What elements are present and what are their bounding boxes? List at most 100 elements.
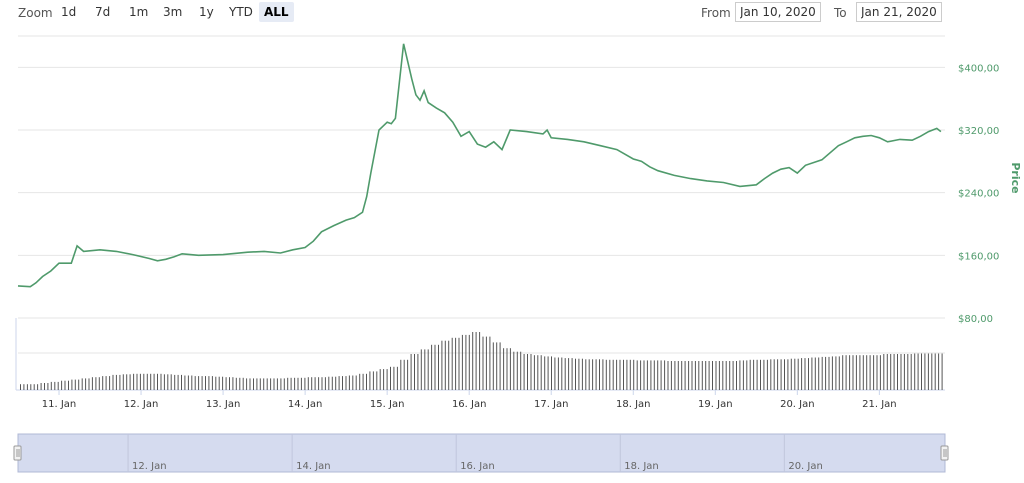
volume-bar	[842, 355, 844, 390]
volume-bar	[742, 360, 744, 390]
volume-bar	[523, 354, 525, 390]
zoom-all-button[interactable]: ALL	[259, 2, 294, 22]
zoom-7d-button[interactable]: 7d	[95, 5, 111, 19]
volume-bar	[461, 334, 463, 390]
volume-bar	[770, 359, 772, 390]
navigator-tick-label: 20. Jan	[788, 461, 823, 472]
volume-bar	[626, 359, 628, 390]
volume-bar	[886, 354, 888, 390]
range-selector-toolbar: Zoom 1d 7d 1m 3m 1y YTD ALL From To	[0, 0, 1024, 26]
volume-bar	[780, 359, 782, 390]
volume-bar	[797, 358, 799, 390]
volume-bar	[547, 356, 549, 390]
volume-bar	[335, 376, 337, 390]
y-axis-label: Price	[1009, 162, 1022, 193]
volume-bar	[503, 348, 505, 390]
volume-bar	[50, 381, 52, 390]
volume-bar	[139, 373, 141, 390]
volume-bar	[246, 378, 248, 390]
volume-bar	[276, 378, 278, 390]
zoom-1y-button[interactable]: 1y	[199, 5, 214, 19]
volume-bar	[420, 349, 422, 390]
volume-bar	[602, 359, 604, 390]
volume-bar	[664, 360, 666, 390]
volume-bar	[324, 377, 326, 390]
volume-bar	[879, 355, 881, 390]
volume-bar	[509, 348, 511, 390]
x-tick-label: 21. Jan	[862, 399, 897, 410]
navigator-tick-label: 12. Jan	[132, 461, 167, 472]
volume-bar	[506, 348, 508, 390]
volume-bar	[485, 336, 487, 390]
volume-bar	[109, 376, 111, 390]
zoom-3m-button[interactable]: 3m	[163, 5, 183, 19]
volume-bar	[194, 376, 196, 390]
volume-bar	[61, 380, 63, 390]
volume-bar	[571, 358, 573, 390]
zoom-1m-button[interactable]: 1m	[129, 5, 149, 19]
volume-bar	[650, 360, 652, 390]
volume-bar	[400, 359, 402, 390]
volume-bar	[184, 375, 186, 390]
volume-bar	[684, 361, 686, 390]
volume-bar	[818, 357, 820, 390]
volume-bar	[592, 359, 594, 390]
to-date-input[interactable]	[856, 2, 942, 22]
x-axis-ticks: 11. Jan 12. Jan 13. Jan 14. Jan 15. Jan 16. J…	[42, 390, 897, 410]
volume-bar	[348, 375, 350, 390]
navigator[interactable]: 12. Jan 14. Jan 16. Jan 18. Jan 20. Jan	[13, 433, 949, 473]
volume-bar	[852, 355, 854, 390]
volume-bar	[609, 359, 611, 390]
volume-bar	[273, 378, 275, 390]
volume-bar	[338, 376, 340, 390]
volume-bar	[808, 358, 809, 390]
volume-bar	[431, 344, 433, 390]
volume-bar	[561, 357, 563, 390]
volume-bar	[167, 374, 169, 390]
volume-bar	[40, 383, 42, 390]
volume-bar	[907, 354, 909, 390]
x-tick-label: 17. Jan	[534, 399, 569, 410]
volume-bar	[544, 356, 546, 390]
volume-bar	[831, 356, 833, 390]
volume-bar	[259, 378, 261, 390]
zoom-1d-button[interactable]: 1d	[61, 5, 77, 19]
volume-bar	[438, 344, 439, 390]
volume-bar	[821, 356, 823, 390]
volume-bar	[465, 334, 467, 390]
volume-bar	[893, 354, 895, 390]
volume-bar	[205, 376, 206, 390]
volume-bar	[81, 378, 83, 390]
volume-bar	[492, 342, 494, 390]
volume-bar	[845, 355, 847, 390]
volume-bar	[931, 353, 933, 390]
volume-bar	[359, 373, 361, 390]
volume-bar	[804, 358, 806, 390]
volume-bar	[698, 361, 700, 390]
from-date-input[interactable]	[735, 2, 821, 22]
volume-bar	[362, 373, 364, 390]
navigator-range	[17, 433, 946, 473]
volume-bar	[640, 360, 642, 390]
volume-bar	[218, 376, 220, 390]
x-tick-label: 12. Jan	[124, 399, 159, 410]
volume-bar	[729, 361, 731, 390]
volume-bar	[629, 359, 631, 390]
volume-bar	[208, 376, 210, 390]
volume-bar	[102, 376, 104, 390]
zoom-ytd-button[interactable]: YTD	[229, 5, 253, 19]
volume-bar	[410, 354, 412, 390]
volume-bar	[924, 353, 926, 390]
volume-bar	[619, 359, 621, 390]
volume-bar	[85, 378, 87, 390]
volume-bar	[516, 351, 518, 390]
volume-bar	[270, 378, 272, 390]
volume-bar	[290, 377, 292, 390]
volume-bar	[883, 354, 885, 390]
volume-bar	[900, 354, 902, 390]
volume-bar	[838, 356, 840, 390]
volume-bar	[314, 377, 316, 390]
volume-bar	[581, 358, 583, 390]
volume-bar	[424, 349, 426, 390]
